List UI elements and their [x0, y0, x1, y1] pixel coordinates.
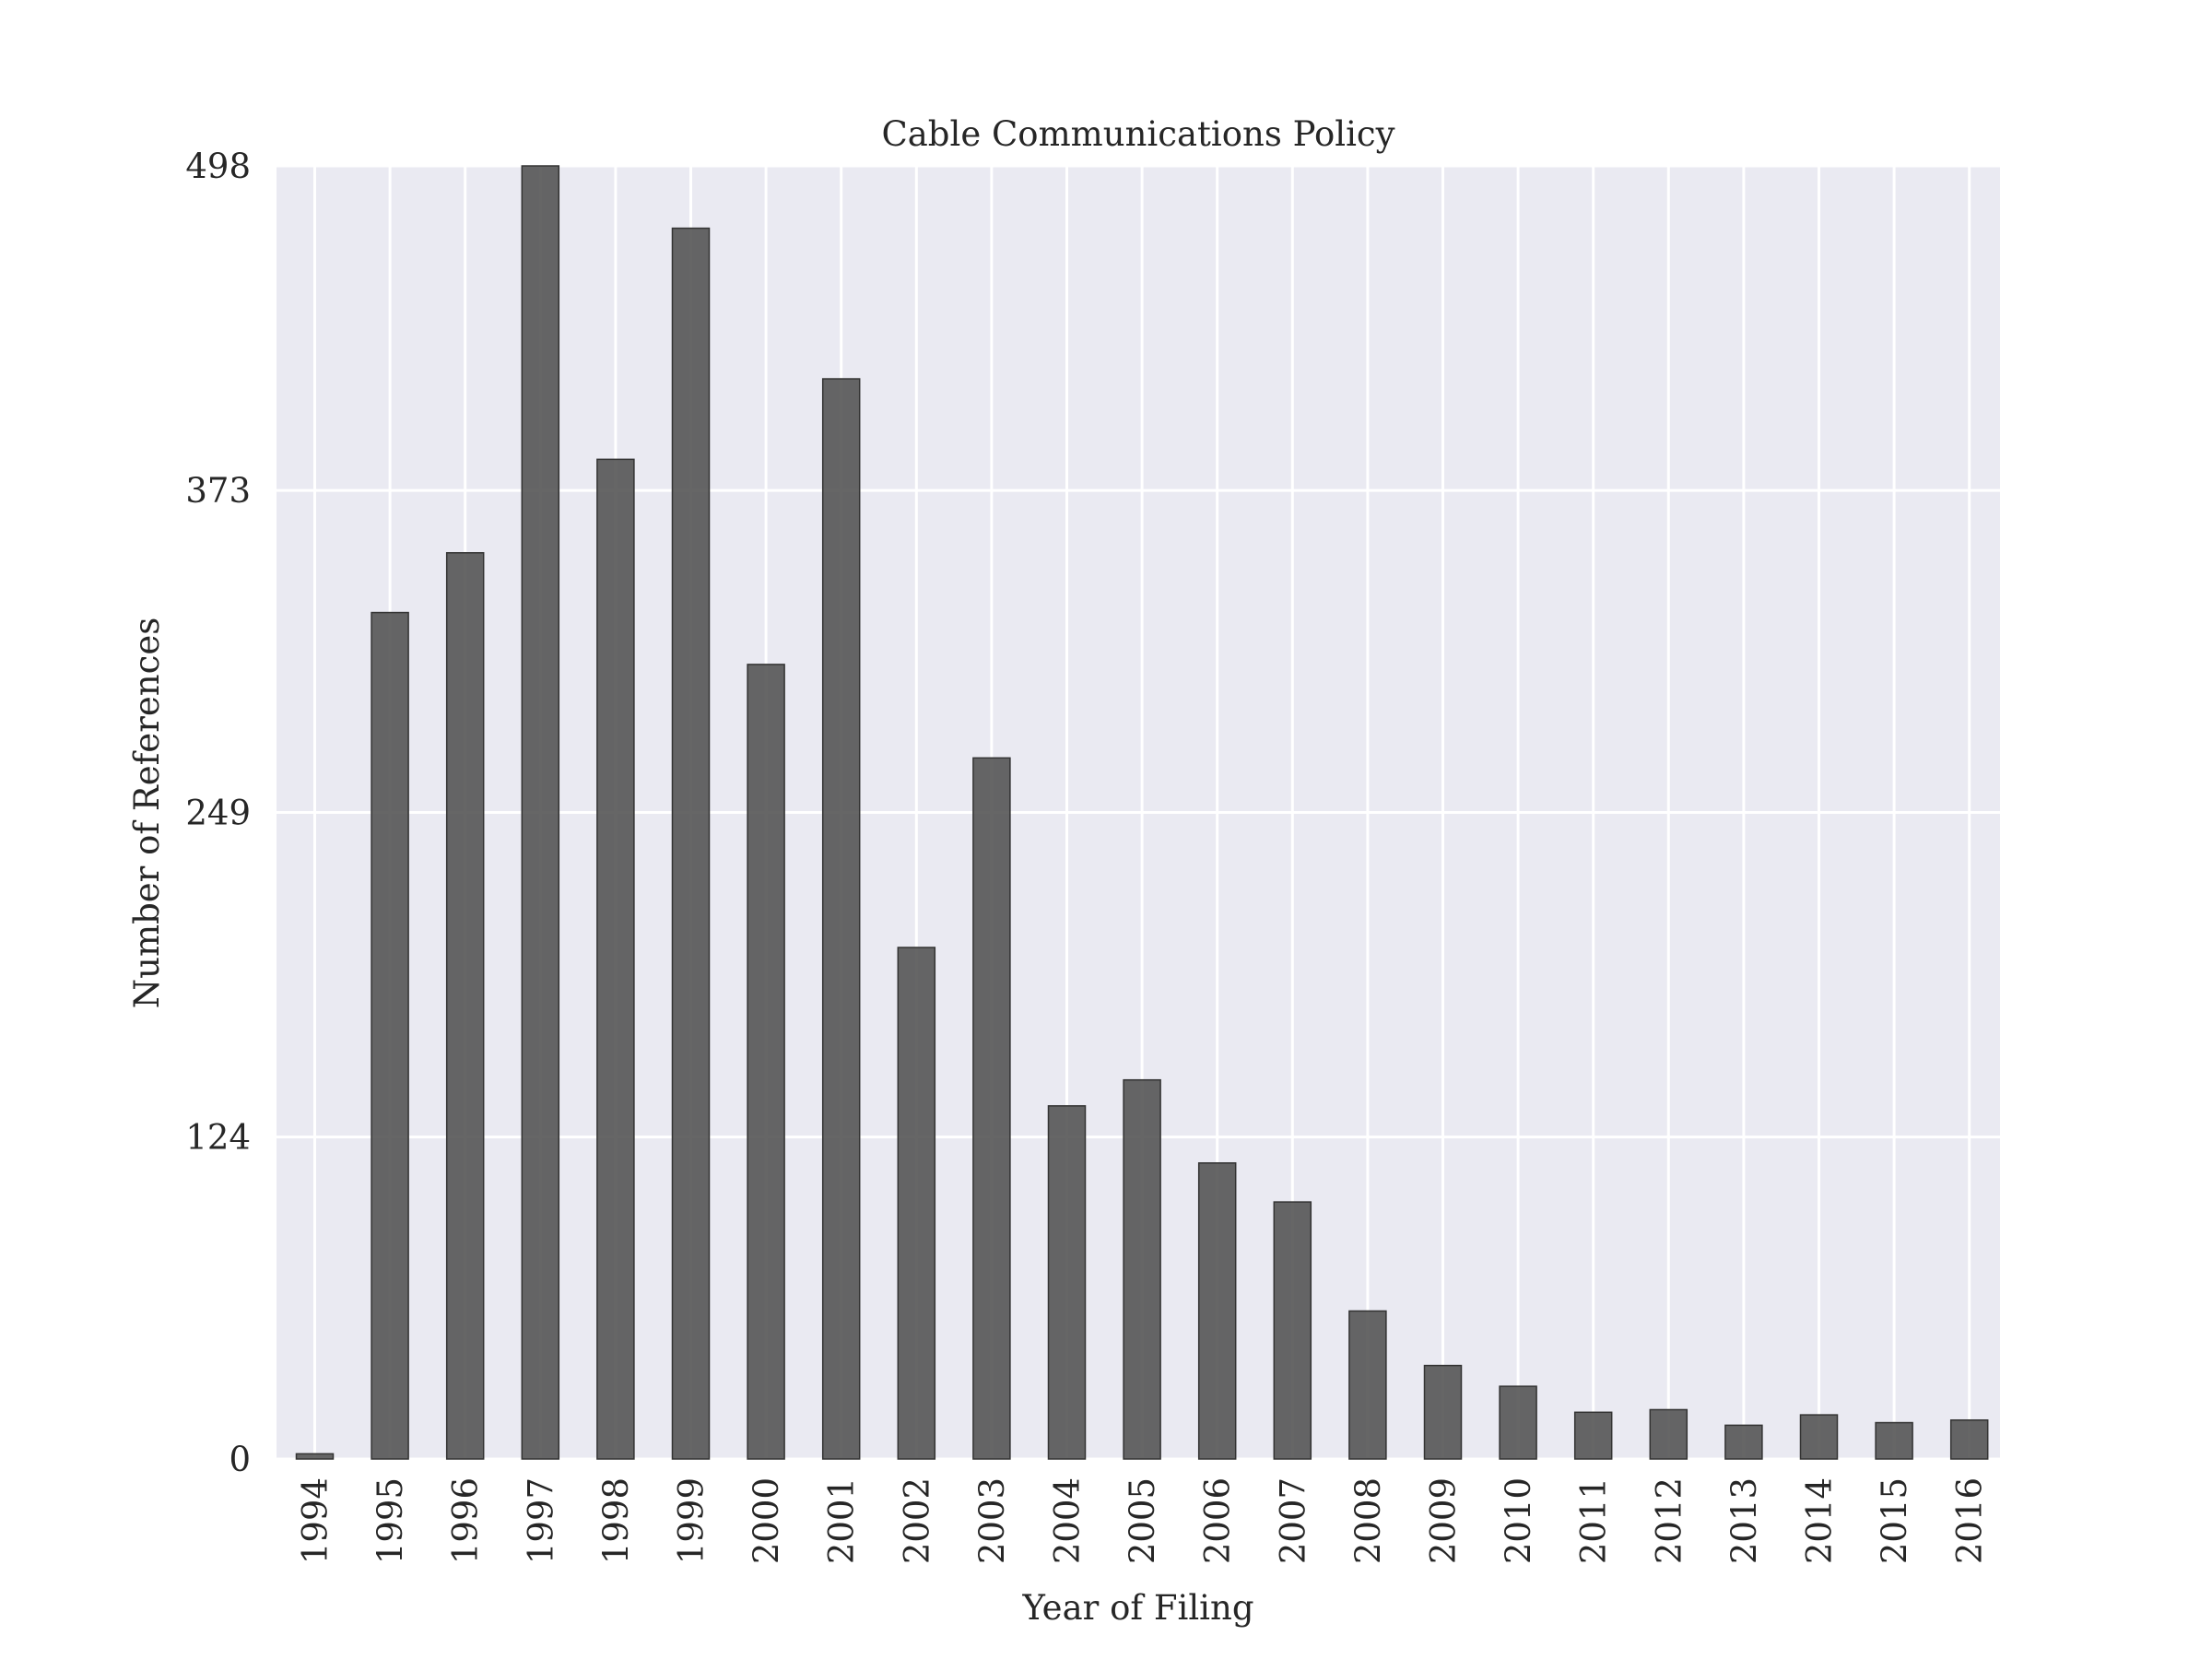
y-tick-label: 373 — [185, 471, 251, 511]
x-tick-label: 1994 — [296, 1477, 335, 1564]
y-tick-label: 124 — [185, 1118, 251, 1158]
y-tick-label: 0 — [229, 1440, 251, 1479]
bar-2012 — [1649, 1408, 1688, 1460]
bar-2015 — [1875, 1421, 1913, 1460]
x-tick-label: 2009 — [1424, 1477, 1464, 1564]
bar-1996 — [445, 552, 485, 1460]
bar-1994 — [295, 1453, 335, 1460]
bar-2000 — [747, 664, 785, 1460]
bar-2004 — [1047, 1105, 1087, 1460]
bar-2007 — [1273, 1201, 1312, 1460]
x-tick-label: 2014 — [1800, 1477, 1840, 1564]
bar-2014 — [1799, 1414, 1839, 1460]
x-tick-label: 2001 — [822, 1477, 862, 1564]
x-tick-label: 2007 — [1273, 1477, 1312, 1564]
bar-2003 — [972, 757, 1011, 1460]
x-tick-label: 2011 — [1574, 1477, 1614, 1564]
x-tick-label: 2004 — [1048, 1477, 1088, 1564]
x-axis-label: Year of Filing — [1021, 1588, 1253, 1628]
bar-2002 — [897, 947, 936, 1460]
bar-2008 — [1348, 1310, 1387, 1460]
bars — [295, 165, 1989, 1460]
bar-1999 — [671, 227, 711, 1460]
bar-2006 — [1197, 1162, 1237, 1460]
x-tick-label: 2005 — [1123, 1477, 1162, 1564]
x-tick-label: 2003 — [972, 1477, 1012, 1564]
bar-1998 — [596, 458, 635, 1460]
x-tick-label: 2006 — [1198, 1477, 1238, 1564]
bar-2010 — [1499, 1385, 1537, 1460]
y-axis-label: Number of References — [127, 618, 167, 1008]
bar-2001 — [821, 378, 861, 1460]
bar-2011 — [1573, 1411, 1613, 1460]
chart-title: Cable Communications Policy — [881, 114, 1394, 154]
x-tick-label: 2000 — [747, 1477, 786, 1564]
x-tick-label: 1999 — [672, 1477, 712, 1564]
x-tick-label: 1996 — [446, 1477, 486, 1564]
x-tick-label: 2015 — [1875, 1477, 1914, 1564]
x-axis-ticks: 1994 1995 1996 1997 1998 1999 2000 2001 2002 2003… — [296, 1477, 1990, 1564]
x-tick-label: 2012 — [1649, 1477, 1688, 1564]
x-tick-label: 1998 — [596, 1477, 636, 1564]
x-tick-label: 2002 — [897, 1477, 936, 1564]
x-tick-label: 1995 — [371, 1477, 410, 1564]
y-tick-label: 498 — [185, 147, 251, 186]
bar-2016 — [1949, 1418, 1989, 1460]
x-tick-label: 2010 — [1499, 1477, 1538, 1564]
x-tick-label: 1997 — [521, 1477, 560, 1564]
x-tick-label: 2008 — [1348, 1477, 1388, 1564]
bar-2005 — [1123, 1078, 1161, 1460]
x-tick-label: 2016 — [1950, 1477, 1990, 1564]
y-axis-ticks: 0 124 249 373 498 — [185, 147, 251, 1479]
bar-2013 — [1724, 1424, 1763, 1460]
x-tick-label: 2013 — [1724, 1477, 1764, 1564]
bar-1997 — [521, 165, 560, 1460]
y-tick-label: 249 — [185, 794, 251, 833]
bar-1995 — [371, 611, 409, 1460]
bar-2009 — [1423, 1364, 1463, 1460]
